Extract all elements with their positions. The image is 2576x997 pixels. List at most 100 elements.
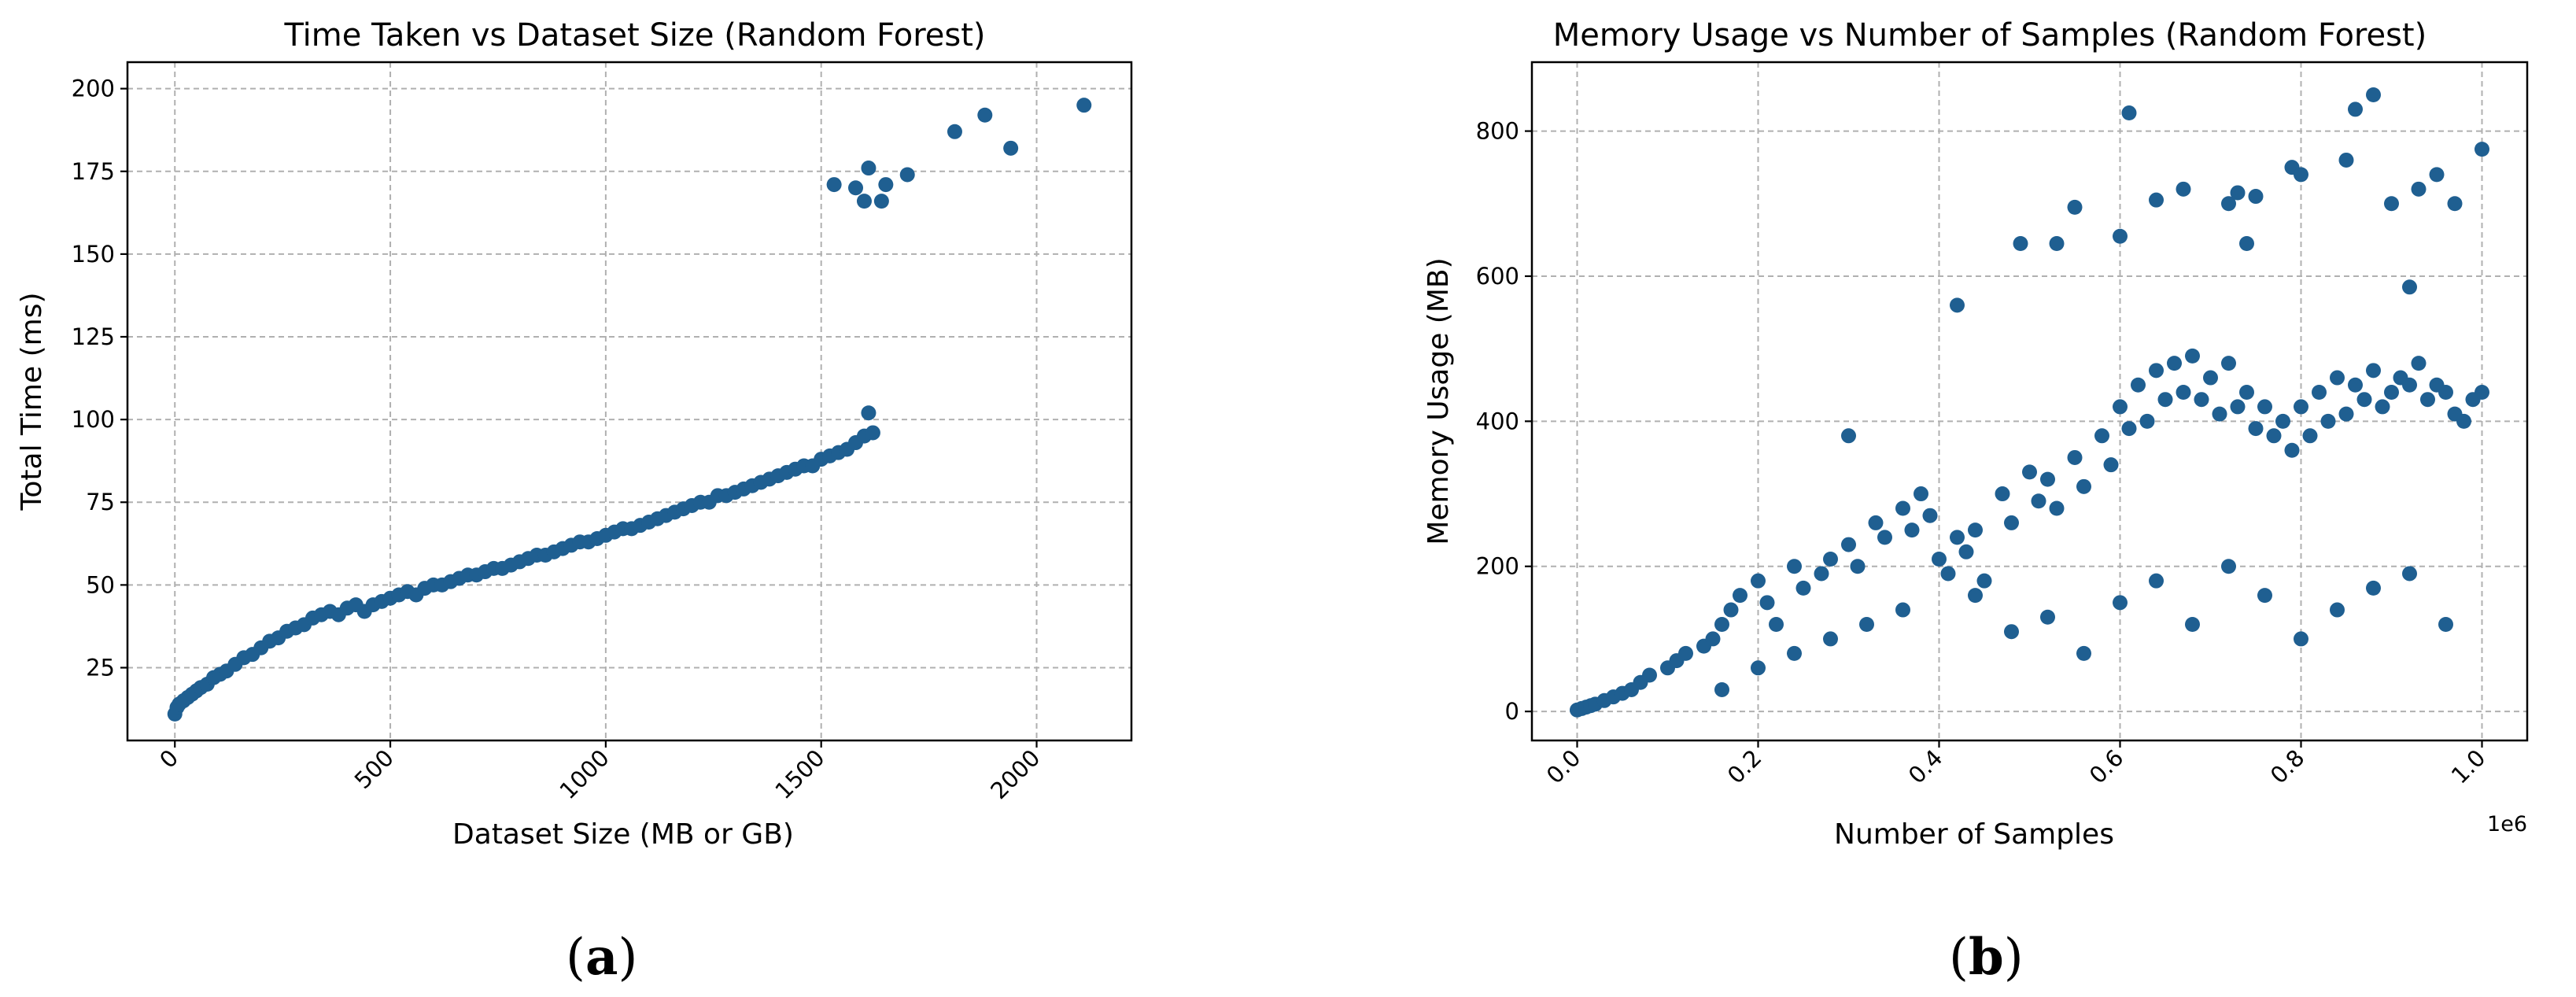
scatter-point bbox=[2402, 279, 2417, 295]
scatter-point bbox=[2320, 413, 2336, 429]
scatter-point bbox=[1769, 616, 1784, 632]
x-tick-label: 0 bbox=[154, 744, 183, 774]
scatter-point bbox=[2113, 228, 2128, 244]
chart-b-offset-label: 1e6 bbox=[2487, 812, 2527, 836]
chart-a-ticks: 0 500 1000 1500 2000 25 50 75 100 125 150 175 200 bbox=[72, 76, 1046, 805]
scatter-point bbox=[947, 124, 962, 139]
scatter-point bbox=[2131, 377, 2146, 393]
scatter-point bbox=[1868, 515, 1884, 530]
x-tick-label: 500 bbox=[349, 744, 399, 794]
scatter-point bbox=[2067, 449, 2083, 465]
scatter-point bbox=[1950, 297, 1965, 313]
x-tick-label: 0.4 bbox=[1903, 744, 1948, 789]
scatter-point bbox=[2284, 442, 2300, 458]
scatter-point bbox=[1751, 573, 1766, 589]
scatter-point bbox=[2040, 471, 2055, 487]
scatter-point bbox=[2113, 399, 2128, 415]
chart-b-xlabel: Number of Samples bbox=[1834, 818, 2114, 851]
scatter-point bbox=[1995, 486, 2010, 502]
y-tick-label: 0 bbox=[1505, 698, 1519, 725]
scatter-point bbox=[977, 107, 993, 123]
chart-b-title: Memory Usage vs Number of Samples (Rando… bbox=[1553, 17, 2427, 54]
scatter-point bbox=[2338, 406, 2354, 422]
scatter-point bbox=[2294, 167, 2308, 183]
chart-b-caption: (b) bbox=[1949, 928, 2024, 987]
scatter-point bbox=[1705, 631, 1721, 647]
scatter-point bbox=[1976, 573, 1992, 589]
y-tick-label: 800 bbox=[1476, 118, 1519, 145]
scatter-point bbox=[1940, 566, 1956, 582]
x-tick-label: 1000 bbox=[555, 744, 614, 804]
scatter-point bbox=[1723, 602, 1739, 618]
chart-b: Memory Usage vs Number of Samples (Rando… bbox=[1423, 17, 2529, 987]
scatter-point bbox=[2076, 645, 2091, 661]
chart-b-frame bbox=[1530, 61, 2529, 742]
scatter-point bbox=[2411, 181, 2427, 197]
scatter-point bbox=[1678, 645, 1693, 661]
scatter-point bbox=[2203, 370, 2218, 386]
scatter-point bbox=[2239, 384, 2254, 400]
scatter-point bbox=[2230, 185, 2246, 201]
scatter-point bbox=[2004, 515, 2019, 530]
scatter-point bbox=[2149, 192, 2164, 208]
y-tick-label: 75 bbox=[86, 489, 115, 515]
scatter-point bbox=[2384, 196, 2399, 212]
scatter-point bbox=[2176, 384, 2191, 400]
scatter-point bbox=[2113, 595, 2128, 611]
scatter-point bbox=[2348, 102, 2363, 117]
scatter-point bbox=[1958, 544, 1974, 559]
chart-b-points bbox=[1570, 87, 2489, 718]
scatter-point bbox=[1714, 616, 1729, 632]
y-tick-label: 25 bbox=[86, 654, 115, 681]
x-tick-label: 1500 bbox=[769, 744, 829, 804]
scatter-point bbox=[2302, 428, 2318, 444]
scatter-point bbox=[861, 161, 877, 176]
scatter-point bbox=[2185, 616, 2200, 632]
y-tick-label: 200 bbox=[72, 76, 115, 102]
scatter-point bbox=[826, 177, 842, 193]
scatter-point bbox=[2167, 356, 2182, 371]
scatter-point bbox=[2438, 384, 2453, 400]
scatter-point bbox=[2456, 413, 2471, 429]
y-tick-label: 150 bbox=[72, 241, 115, 268]
scatter-point bbox=[1823, 631, 1838, 647]
scatter-point bbox=[2248, 189, 2264, 205]
scatter-point bbox=[1932, 552, 1947, 567]
y-tick-label: 200 bbox=[1476, 553, 1519, 580]
scatter-point bbox=[1841, 428, 1856, 444]
scatter-point bbox=[873, 194, 889, 209]
y-tick-label: 50 bbox=[86, 571, 115, 598]
scatter-point bbox=[2221, 356, 2236, 371]
scatter-point bbox=[2429, 167, 2445, 183]
scatter-point bbox=[2176, 181, 2191, 197]
scatter-point bbox=[2013, 235, 2028, 251]
x-tick-label: 0.2 bbox=[1722, 744, 1767, 789]
scatter-point bbox=[2221, 196, 2236, 212]
scatter-point bbox=[1076, 98, 1092, 113]
scatter-point bbox=[2438, 616, 2453, 632]
x-tick-label: 0.8 bbox=[2265, 744, 2310, 789]
scatter-point bbox=[878, 177, 894, 193]
scatter-point bbox=[2257, 399, 2272, 415]
scatter-point bbox=[2366, 87, 2381, 102]
x-tick-label: 2000 bbox=[985, 744, 1045, 804]
scatter-point bbox=[2185, 348, 2200, 364]
scatter-point bbox=[2049, 235, 2065, 251]
x-tick-label: 0.6 bbox=[2084, 744, 2129, 789]
chart-a-frame bbox=[126, 61, 1133, 742]
scatter-point bbox=[2402, 566, 2417, 582]
scatter-point bbox=[2139, 413, 2155, 429]
scatter-point bbox=[2356, 392, 2372, 408]
scatter-point bbox=[2194, 392, 2209, 408]
scatter-point bbox=[2149, 363, 2164, 378]
scatter-point bbox=[1795, 580, 1811, 596]
scatter-point bbox=[2212, 406, 2227, 422]
scatter-point bbox=[2384, 384, 2399, 400]
scatter-point bbox=[2420, 392, 2435, 408]
scatter-point bbox=[1859, 616, 1874, 632]
scatter-point bbox=[2330, 370, 2345, 386]
scatter-point bbox=[2067, 199, 2083, 215]
scatter-point bbox=[2411, 356, 2427, 371]
scatter-point bbox=[1751, 660, 1766, 676]
